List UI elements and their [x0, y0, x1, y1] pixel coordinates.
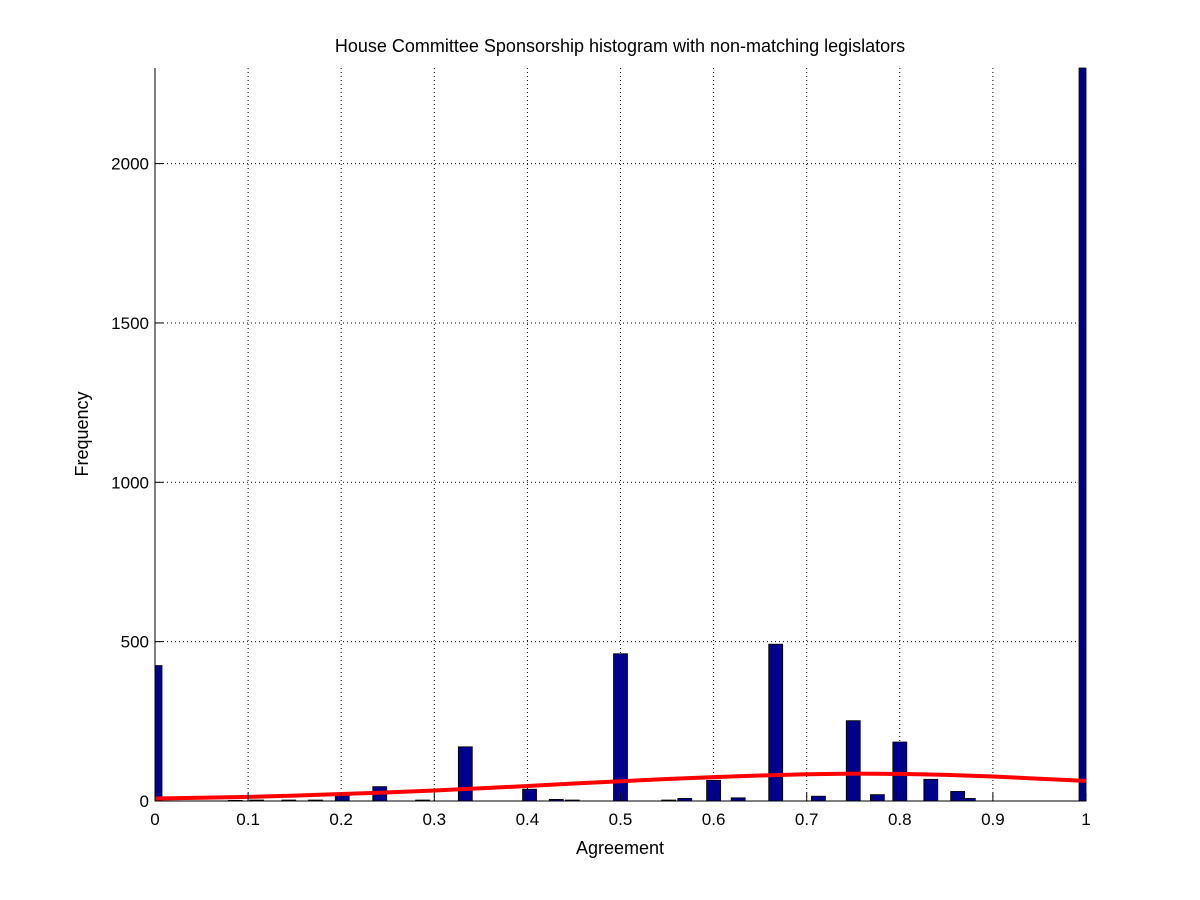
histogram-bar	[869, 794, 885, 802]
x-tick-label: 0.1	[236, 810, 260, 829]
histogram-bar	[1078, 67, 1087, 802]
histogram-bar	[845, 720, 861, 802]
histogram-bar	[768, 643, 784, 802]
histogram-bar	[892, 741, 908, 802]
histogram-bar	[923, 778, 939, 802]
y-axis-ticks: 0 500 1000 1500 2000	[111, 155, 163, 811]
x-tick-label: 0.5	[609, 810, 633, 829]
x-tick-label: 0.3	[422, 810, 446, 829]
fit-curve-group	[154, 771, 1087, 801]
histogram-bar	[154, 665, 163, 802]
x-tick-label: 0.9	[981, 810, 1005, 829]
fit-curve	[154, 771, 1087, 801]
x-tick-label: 0.8	[888, 810, 912, 829]
chart-title: House Committee Sponsorship histogram wi…	[335, 36, 905, 56]
x-tick-label: 0.6	[702, 810, 726, 829]
y-tick-label: 2000	[111, 155, 149, 174]
x-tick-label: 0.7	[795, 810, 819, 829]
histogram-bar	[457, 746, 473, 802]
y-tick-label: 1500	[111, 314, 149, 333]
y-tick-label: 0	[140, 792, 149, 811]
y-tick-label: 1000	[111, 473, 149, 492]
x-tick-label: 0	[150, 810, 159, 829]
x-tick-label: 1	[1081, 810, 1090, 829]
histogram-bar	[522, 788, 537, 802]
y-tick-label: 500	[121, 633, 149, 652]
y-axis-label: Frequency	[72, 391, 92, 476]
histogram-bar	[811, 795, 826, 802]
x-tick-label: 0.2	[329, 810, 353, 829]
x-axis-ticks: 0 0.1 0.2 0.3 0.4 0.5 0.6 0.7 0.8 0.9 1	[150, 793, 1091, 829]
x-axis-label: Agreement	[576, 838, 664, 858]
histogram-bar	[613, 653, 628, 802]
bars	[154, 67, 1087, 802]
x-tick-label: 0.4	[516, 810, 540, 829]
